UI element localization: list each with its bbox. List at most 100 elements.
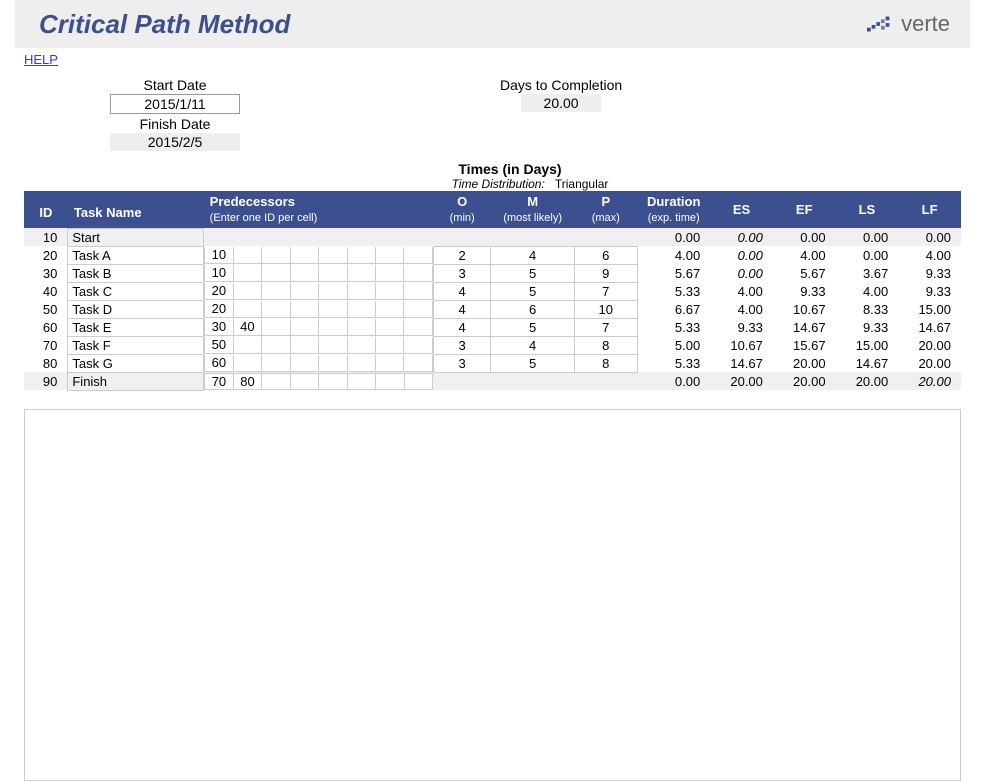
cell-id[interactable]: 20	[24, 246, 68, 264]
start-date-input[interactable]: 2015/1/11	[110, 94, 240, 114]
cell-id[interactable]: 90	[24, 372, 68, 390]
cell-id[interactable]: 80	[24, 354, 68, 372]
cell-task-name[interactable]: Finish	[68, 372, 204, 390]
cell-task-name[interactable]: Task B	[68, 264, 204, 282]
table-body: 10Start0.000.000.000.000.0020Task A10246…	[24, 228, 961, 390]
cell-predecessors[interactable]: 7080	[204, 372, 434, 390]
cell-es: 0.00	[710, 264, 773, 282]
cell-o[interactable]: 3	[433, 336, 490, 354]
cell-task-name[interactable]: Task A	[68, 246, 204, 264]
cell-task-name[interactable]: Task D	[68, 300, 204, 318]
cell-o[interactable]	[433, 228, 490, 246]
cell-o[interactable]: 4	[433, 282, 490, 300]
time-distribution-value: Triangular	[555, 177, 609, 191]
cell-p[interactable]: 8	[574, 354, 637, 372]
cell-p[interactable]: 7	[574, 282, 637, 300]
cell-task-name[interactable]: Task E	[68, 318, 204, 336]
cell-es: 9.33	[710, 318, 773, 336]
cell-ls: 20.00	[836, 372, 899, 390]
cell-duration: 6.67	[637, 300, 710, 318]
col-p: P	[574, 191, 637, 212]
cell-predecessors[interactable]: 60	[204, 354, 434, 372]
cell-predecessors[interactable]: 20	[204, 282, 434, 300]
cell-ls: 14.67	[836, 354, 899, 372]
cell-ls: 4.00	[836, 282, 899, 300]
cell-m[interactable]	[491, 372, 575, 390]
cell-predecessors[interactable]	[204, 228, 434, 246]
cell-task-name[interactable]: Task F	[68, 336, 204, 354]
cell-es: 14.67	[710, 354, 773, 372]
cell-o[interactable]: 4	[433, 300, 490, 318]
start-date-block: Start Date 2015/1/11 Finish Date 2015/2/…	[110, 77, 240, 151]
cell-predecessors[interactable]: 10	[204, 264, 434, 282]
cell-m[interactable]: 4	[491, 246, 575, 264]
days-to-completion-label: Days to Completion	[500, 77, 622, 93]
cell-es: 0.00	[710, 246, 773, 264]
cell-o[interactable]: 4	[433, 318, 490, 336]
col-o: O	[433, 191, 490, 212]
cell-id[interactable]: 70	[24, 336, 68, 354]
cell-lf: 4.00	[898, 246, 961, 264]
cell-ef: 9.33	[773, 282, 836, 300]
table-row: 70Task F503485.0010.6715.6715.0020.00	[24, 336, 961, 354]
cell-lf: 20.00	[898, 336, 961, 354]
cell-p[interactable]: 9	[574, 264, 637, 282]
cell-p[interactable]: 10	[574, 300, 637, 318]
cell-ef: 4.00	[773, 246, 836, 264]
help-link[interactable]: HELP	[24, 52, 58, 67]
cell-p[interactable]: 8	[574, 336, 637, 354]
cell-m[interactable]: 5	[491, 282, 575, 300]
info-row: Start Date 2015/1/11 Finish Date 2015/2/…	[110, 77, 985, 151]
cell-duration: 5.33	[637, 282, 710, 300]
cell-task-name[interactable]: Task C	[68, 282, 204, 300]
cell-predecessors[interactable]: 10	[204, 246, 434, 264]
cell-predecessors[interactable]: 50	[204, 336, 434, 354]
table-row: 60Task E30404575.339.3314.679.3314.67	[24, 318, 961, 336]
times-title: Times (in Days)	[380, 161, 640, 177]
cell-id[interactable]: 40	[24, 282, 68, 300]
cell-m[interactable]: 5	[491, 354, 575, 372]
cell-ef: 10.67	[773, 300, 836, 318]
cell-m[interactable]: 6	[491, 300, 575, 318]
cell-es: 10.67	[710, 336, 773, 354]
table-row: 90Finish70800.0020.0020.0020.0020.00	[24, 372, 961, 390]
table-row: 10Start0.000.000.000.000.00	[24, 228, 961, 246]
col-p-sub: (max)	[574, 212, 637, 228]
cell-m[interactable]: 4	[491, 336, 575, 354]
col-pred: Predecessors	[204, 191, 434, 212]
cell-id[interactable]: 60	[24, 318, 68, 336]
col-m-sub: (most likely)	[491, 212, 575, 228]
cell-o[interactable]: 3	[433, 354, 490, 372]
col-es: ES	[710, 191, 773, 228]
cell-ls: 9.33	[836, 318, 899, 336]
cell-task-name[interactable]: Start	[68, 228, 204, 246]
cell-lf: 0.00	[898, 228, 961, 246]
cell-lf: 20.00	[898, 354, 961, 372]
cell-id[interactable]: 50	[24, 300, 68, 318]
cell-p[interactable]	[574, 228, 637, 246]
cell-p[interactable]: 7	[574, 318, 637, 336]
cell-lf: 9.33	[898, 264, 961, 282]
cell-predecessors[interactable]: 20	[204, 300, 434, 318]
cell-p[interactable]: 6	[574, 246, 637, 264]
cell-ef: 15.67	[773, 336, 836, 354]
cell-ls: 3.67	[836, 264, 899, 282]
cell-m[interactable]	[491, 228, 575, 246]
cell-o[interactable]: 3	[433, 264, 490, 282]
cpm-table: ID Task Name Predecessors O M P Duration…	[24, 191, 961, 391]
finish-date-label: Finish Date	[110, 116, 240, 132]
cell-m[interactable]: 5	[491, 318, 575, 336]
time-distribution: Time Distribution: Triangular	[380, 177, 680, 191]
cell-task-name[interactable]: Task G	[68, 354, 204, 372]
cell-id[interactable]: 30	[24, 264, 68, 282]
cell-id[interactable]: 10	[24, 228, 68, 246]
cell-lf: 14.67	[898, 318, 961, 336]
cell-predecessors[interactable]: 3040	[204, 318, 434, 336]
cell-m[interactable]: 5	[491, 264, 575, 282]
time-distribution-label: Time Distribution:	[452, 177, 545, 191]
cell-p[interactable]	[574, 372, 637, 390]
work-area: ID Task Name Predecessors O M P Duration…	[24, 191, 961, 391]
cell-o[interactable]	[433, 372, 490, 390]
col-id: ID	[24, 191, 68, 228]
cell-o[interactable]: 2	[433, 246, 490, 264]
